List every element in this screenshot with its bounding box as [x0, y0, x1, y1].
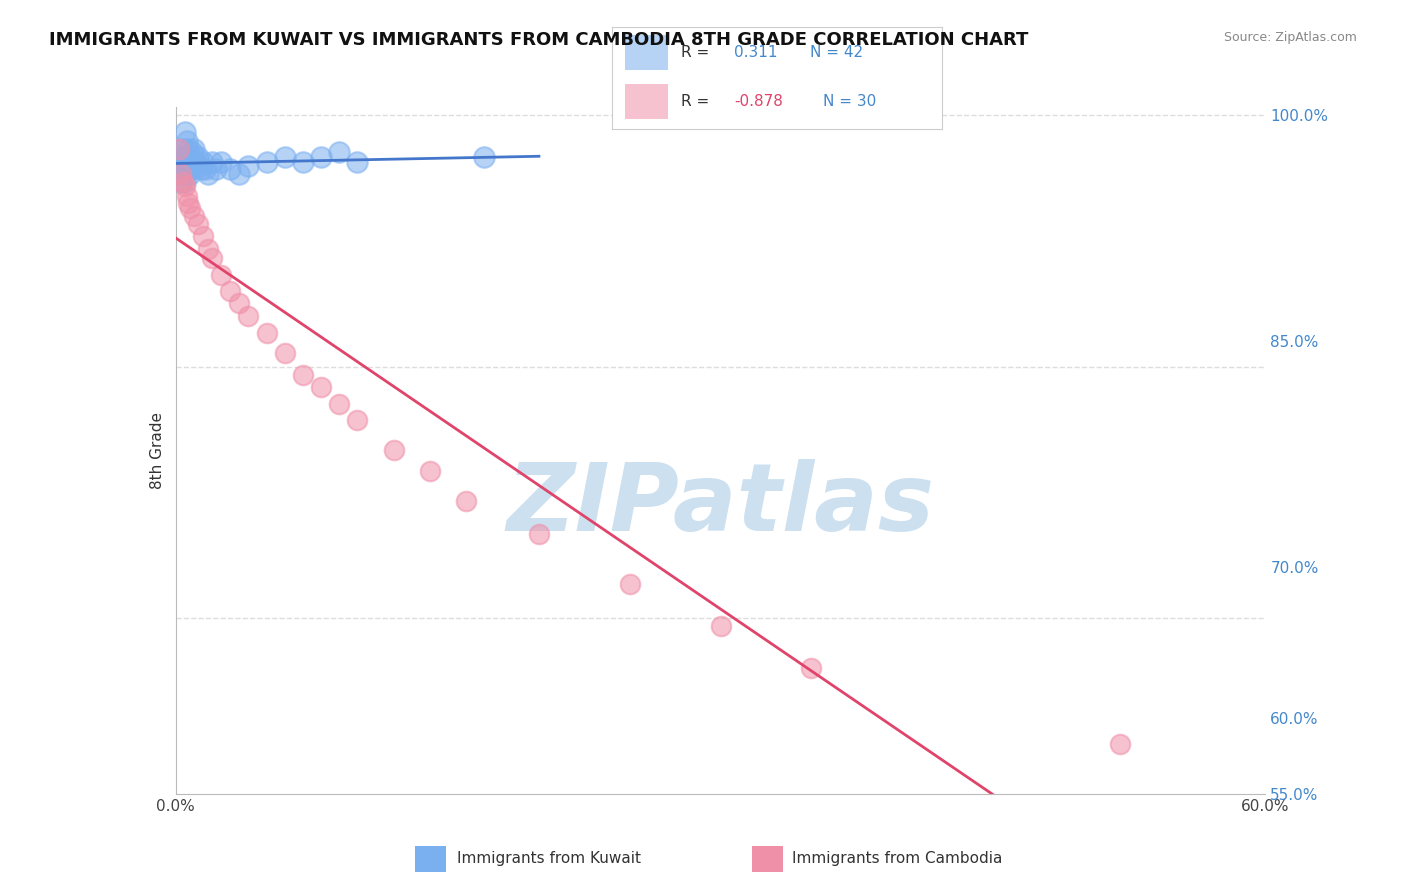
Point — [291, 368, 314, 382]
Point — [172, 142, 194, 156]
Point — [291, 155, 314, 169]
Point — [172, 159, 194, 173]
Point — [328, 145, 350, 160]
Point — [179, 167, 201, 181]
Point — [169, 161, 191, 176]
Point — [419, 464, 441, 478]
Point — [173, 178, 195, 193]
Text: Immigrants from Kuwait: Immigrants from Kuwait — [457, 852, 641, 866]
Point — [186, 217, 209, 231]
Text: N = 42: N = 42 — [810, 45, 863, 60]
Point — [177, 142, 200, 156]
Point — [177, 195, 200, 210]
Point — [710, 619, 733, 633]
Point — [201, 155, 224, 169]
Point — [181, 145, 204, 160]
Point — [191, 155, 214, 169]
Point — [176, 189, 198, 203]
Point — [228, 167, 250, 181]
Text: 0.311: 0.311 — [734, 45, 778, 60]
Point — [274, 150, 297, 164]
Text: ZIPatlas: ZIPatlas — [506, 459, 935, 551]
Point — [197, 167, 219, 181]
Point — [256, 326, 278, 341]
Point — [183, 159, 205, 173]
Point — [209, 268, 232, 282]
Point — [166, 159, 188, 173]
Point — [219, 285, 242, 299]
Point — [274, 346, 297, 360]
Point — [183, 209, 205, 223]
Text: R =: R = — [681, 45, 709, 60]
Point — [256, 155, 278, 169]
Text: R =: R = — [681, 95, 709, 109]
Point — [382, 443, 405, 458]
Point — [173, 150, 195, 164]
Point — [177, 155, 200, 169]
Point — [186, 150, 209, 164]
Point — [190, 161, 212, 176]
Point — [197, 243, 219, 257]
Text: Immigrants from Cambodia: Immigrants from Cambodia — [792, 852, 1002, 866]
Point — [179, 150, 201, 164]
Point — [173, 176, 195, 190]
Bar — [624, 84, 668, 119]
Point — [328, 396, 350, 410]
Point — [170, 150, 193, 164]
Point — [181, 161, 204, 176]
Point — [172, 176, 194, 190]
Point — [204, 161, 226, 176]
Point — [346, 155, 368, 169]
Point — [1109, 737, 1132, 751]
Bar — [624, 35, 668, 70]
Point — [188, 159, 211, 173]
Point — [184, 155, 207, 169]
Text: Source: ZipAtlas.com: Source: ZipAtlas.com — [1223, 31, 1357, 45]
Text: IMMIGRANTS FROM KUWAIT VS IMMIGRANTS FROM CAMBODIA 8TH GRADE CORRELATION CHART: IMMIGRANTS FROM KUWAIT VS IMMIGRANTS FRO… — [49, 31, 1029, 49]
Point — [309, 150, 332, 164]
Point — [176, 159, 198, 173]
Point — [173, 125, 195, 139]
Point — [191, 229, 214, 244]
Point — [238, 159, 260, 173]
Point — [170, 167, 193, 181]
Point — [309, 380, 332, 394]
Point — [179, 201, 201, 215]
Point — [346, 413, 368, 427]
Y-axis label: 8th Grade: 8th Grade — [149, 412, 165, 489]
Point — [209, 155, 232, 169]
Text: -0.878: -0.878 — [734, 95, 783, 109]
Point — [527, 527, 550, 541]
Text: N = 30: N = 30 — [823, 95, 876, 109]
Point — [170, 176, 193, 190]
Point — [201, 251, 224, 265]
Point — [219, 161, 242, 176]
Point — [183, 142, 205, 156]
Point — [800, 661, 823, 675]
Point — [456, 493, 478, 508]
Point — [619, 577, 641, 591]
Point — [194, 161, 217, 176]
Point — [228, 296, 250, 310]
Point — [474, 150, 496, 164]
Point — [169, 142, 191, 156]
Point — [169, 155, 191, 169]
Point — [176, 134, 198, 148]
Point — [238, 310, 260, 324]
Point — [170, 167, 193, 181]
Point — [172, 167, 194, 181]
